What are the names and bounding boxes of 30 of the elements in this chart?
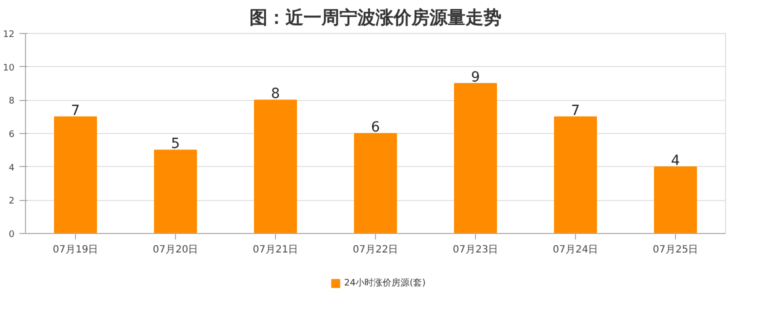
y-tick-label: 10 bbox=[3, 63, 15, 74]
data-label: 7 bbox=[71, 102, 80, 119]
x-tick-label: 07月23日 bbox=[452, 244, 498, 256]
bar bbox=[354, 133, 397, 234]
y-tick-label: 8 bbox=[8, 96, 15, 107]
bar bbox=[154, 150, 197, 234]
chart-title: 图：近一周宁波涨价房源量走势 bbox=[250, 8, 502, 28]
y-tick-label: 4 bbox=[8, 163, 15, 174]
y-tick-label: 0 bbox=[8, 230, 15, 240]
data-label: 7 bbox=[571, 102, 580, 119]
data-label: 9 bbox=[471, 70, 480, 86]
legend-label: 24小时涨价房源(套) bbox=[344, 278, 426, 288]
y-tick-label: 2 bbox=[8, 196, 15, 207]
data-label: 8 bbox=[271, 86, 280, 102]
x-tick-label: 07月25日 bbox=[652, 244, 698, 256]
data-label: 4 bbox=[671, 152, 680, 169]
x-tick-label: 07月21日 bbox=[252, 244, 298, 256]
bar bbox=[654, 166, 697, 234]
y-tick-label: 6 bbox=[8, 130, 15, 140]
x-tick-label: 07月19日 bbox=[52, 244, 98, 256]
bar bbox=[554, 116, 597, 234]
x-tick-label: 07月20日 bbox=[152, 244, 198, 256]
bar bbox=[454, 83, 497, 234]
y-tick-label: 12 bbox=[3, 30, 14, 40]
x-tick-label: 07月22日 bbox=[352, 244, 398, 256]
data-label: 5 bbox=[171, 136, 180, 152]
bar bbox=[254, 100, 297, 234]
bar bbox=[54, 116, 97, 234]
data-label: 6 bbox=[371, 120, 380, 136]
x-tick-label: 07月24日 bbox=[552, 244, 598, 256]
